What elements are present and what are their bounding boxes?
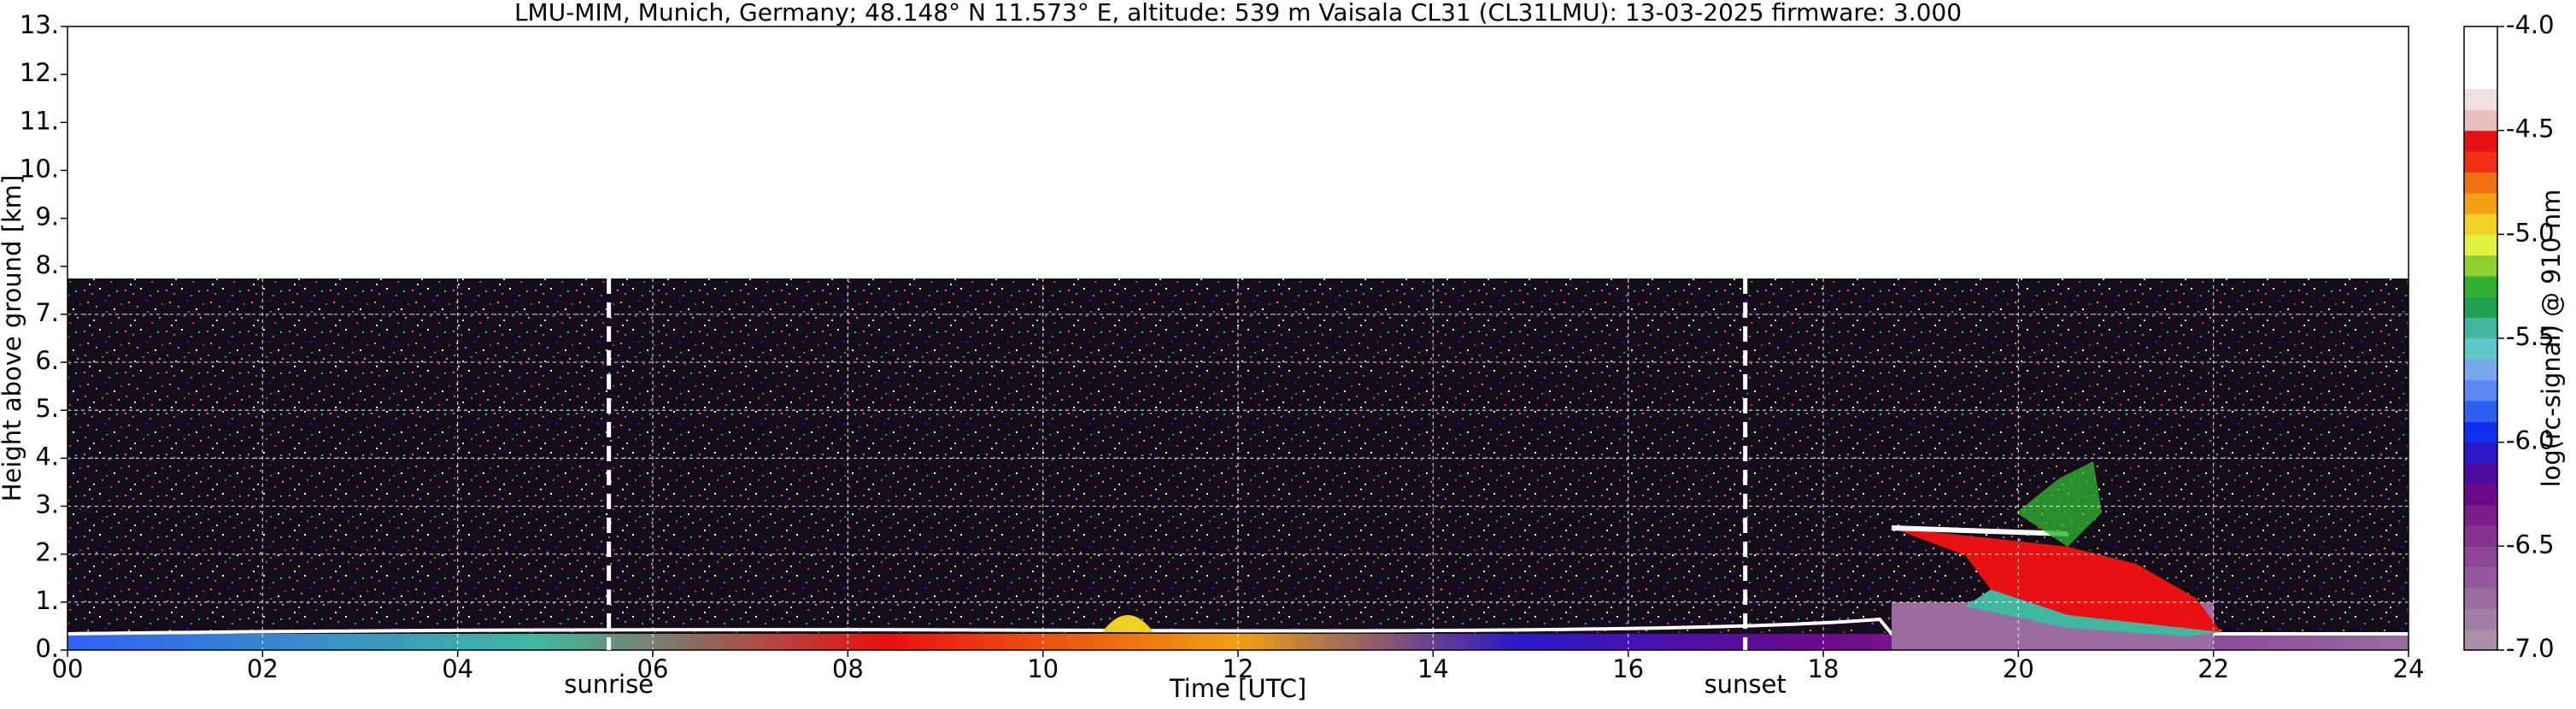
y-tick-label: 0.: [35, 634, 59, 663]
colorbar-swatch: [2464, 255, 2497, 277]
colorbar-tick-label: -4.5: [2506, 114, 2555, 144]
plume: [1102, 615, 1153, 632]
y-tick-label: 8.: [35, 250, 59, 279]
colorbar-swatch: [2464, 629, 2497, 651]
colorbar-swatch: [2464, 192, 2497, 214]
colorbar-swatch: [2464, 130, 2497, 152]
colorbar-swatch: [2464, 317, 2497, 339]
colorbar-swatch: [2464, 151, 2497, 173]
colorbar-swatch: [2464, 109, 2497, 132]
colorbar-swatch: [2464, 525, 2497, 547]
colorbar-tick-label: -5.5: [2506, 322, 2555, 351]
plume: [2016, 461, 2102, 547]
colorbar-tick-label: -6.0: [2506, 426, 2555, 455]
colorbar-swatch: [2464, 172, 2497, 194]
elevated-layer: [1892, 528, 2221, 632]
colorbar-swatch: [2464, 47, 2497, 69]
y-tick-label: 1.: [35, 586, 59, 615]
y-tick-label: 10.: [20, 154, 59, 183]
colorbar-swatch: [2464, 338, 2497, 360]
elevated-layer: [1891, 525, 2068, 536]
colorbar-swatch: [2464, 421, 2497, 443]
x-tick-label: 02: [247, 654, 279, 683]
x-tick-label: 08: [832, 654, 864, 683]
y-tick-label: 2.: [35, 538, 59, 567]
colorbar-tick-label: -5.0: [2506, 218, 2555, 247]
colorbar-swatch: [2464, 359, 2497, 381]
elevated-layer: [1965, 589, 2221, 636]
x-tick-label: 06: [637, 654, 669, 683]
colorbar-swatch: [2464, 296, 2497, 319]
x-tick-label: 10: [1027, 654, 1059, 683]
y-tick-label: 6.: [35, 346, 59, 375]
x-tick-label: 24: [2393, 654, 2425, 683]
event-label: sunrise: [564, 670, 654, 699]
colorbar-swatch: [2464, 566, 2497, 589]
colorbar-swatch: [2464, 234, 2497, 256]
x-tick-label: 14: [1417, 654, 1449, 683]
y-tick-label: 9.: [35, 202, 59, 231]
colorbar-swatch: [2464, 588, 2497, 609]
event-label: sunset: [1705, 670, 1787, 699]
colorbar-swatch: [2464, 608, 2497, 630]
x-tick-label: 18: [1808, 654, 1840, 683]
x-tick-label: 00: [52, 654, 84, 683]
x-axis-label: Time [UTC]: [1169, 674, 1306, 703]
x-tick-label: 04: [442, 654, 473, 683]
colorbar-swatch: [2464, 463, 2497, 484]
colorbar-swatch: [2464, 26, 2497, 48]
colorbar-label: log(rc-signal) @ 910 nm: [2537, 190, 2566, 488]
y-tick-label: 4.: [35, 442, 59, 471]
x-tick-label: 20: [2003, 654, 2034, 683]
y-axis-label: Height above ground [km]: [0, 175, 26, 502]
colorbar-tick-label: -4.0: [2506, 10, 2555, 39]
colorbar-tick-label: -7.0: [2506, 634, 2555, 663]
colorbar-swatch: [2464, 276, 2497, 297]
colorbar-swatch: [2464, 504, 2497, 526]
x-tick-label: 12: [1223, 654, 1254, 683]
colorbar-swatch: [2464, 483, 2497, 506]
chart-title: LMU-MIM, Munich, Germany; 48.148° N 11.5…: [514, 0, 1962, 26]
colorbar-swatch: [2464, 89, 2497, 110]
y-tick-label: 11.: [20, 106, 59, 135]
y-tick-label: 5.: [35, 394, 59, 423]
colorbar-swatch: [2464, 546, 2497, 568]
colorbar-swatch: [2464, 214, 2497, 235]
y-tick-label: 13.: [20, 10, 59, 39]
colorbar-swatch: [2464, 401, 2497, 422]
y-tick-label: 12.: [20, 58, 59, 87]
colorbar-tick-label: -6.5: [2506, 530, 2555, 559]
colorbar-swatch: [2464, 67, 2497, 90]
colorbar-swatch: [2464, 442, 2497, 464]
y-tick-label: 3.: [35, 490, 59, 519]
x-tick-label: 16: [1612, 654, 1644, 683]
y-tick-label: 7.: [35, 298, 59, 327]
x-tick-label: 22: [2198, 654, 2229, 683]
colorbar-swatch: [2464, 379, 2497, 401]
